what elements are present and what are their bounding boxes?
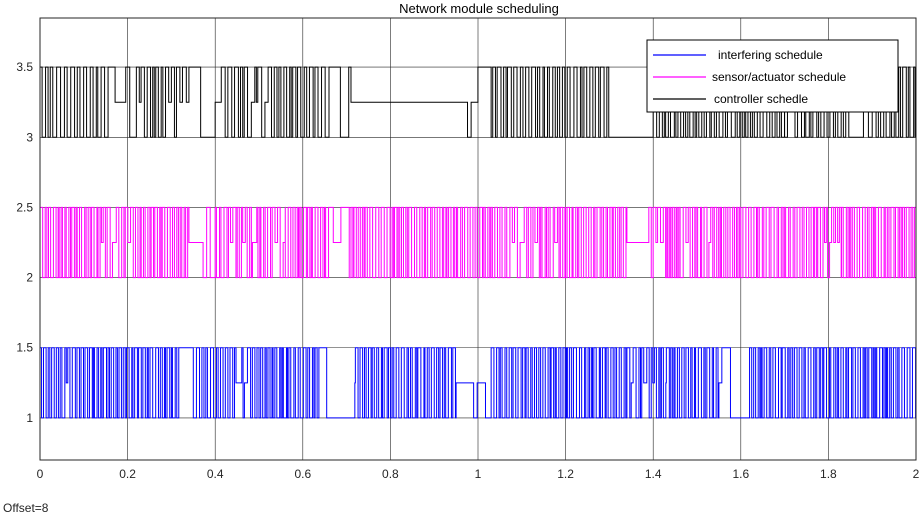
x-tick-label: 1.8 — [820, 467, 837, 481]
x-tick-label: 0.4 — [207, 467, 224, 481]
y-tick-label: 3.5 — [16, 60, 33, 74]
x-tick-labels: 0 0.2 0.4 0.6 0.8 1 1.2 1.4 1.6 1.8 2 — [37, 467, 920, 481]
x-tick-label: 1 — [475, 467, 482, 481]
legend-label-controller: controller schedle — [714, 92, 808, 106]
y-tick-label: 2.5 — [16, 200, 33, 214]
series-line-sensor-actuator-schedule — [39, 206, 917, 279]
x-tick-label: 1.6 — [732, 467, 749, 481]
y-tick-label: 1 — [26, 411, 33, 425]
x-tick-label: 0 — [37, 467, 44, 481]
x-tick-label: 0.8 — [382, 467, 399, 481]
x-tick-label: 0.6 — [294, 467, 311, 481]
y-tick-labels: 1 1.5 2 2.5 3 3.5 — [16, 60, 33, 425]
x-tick-label: 1.4 — [645, 467, 662, 481]
series-line-interfering-schedule — [39, 347, 917, 419]
y-tick-label: 3 — [26, 130, 33, 144]
x-tick-label: 1.2 — [557, 467, 574, 481]
legend-box — [646, 39, 899, 113]
x-tick-label: 2 — [913, 467, 920, 481]
legend-label-interfering: interfering schedule — [718, 48, 823, 62]
legend-label-sensor-actuator: sensor/actuator schedule — [712, 70, 846, 84]
chart-title: Network module scheduling — [399, 1, 559, 16]
y-tick-label: 1.5 — [16, 341, 33, 355]
offset-note: Offset=8 — [3, 501, 49, 515]
legend: interfering schedule sensor/actuator sch… — [646, 39, 899, 113]
y-tick-label: 2 — [26, 271, 33, 285]
axes-box — [39, 17, 917, 461]
x-tick-label: 0.2 — [119, 467, 136, 481]
